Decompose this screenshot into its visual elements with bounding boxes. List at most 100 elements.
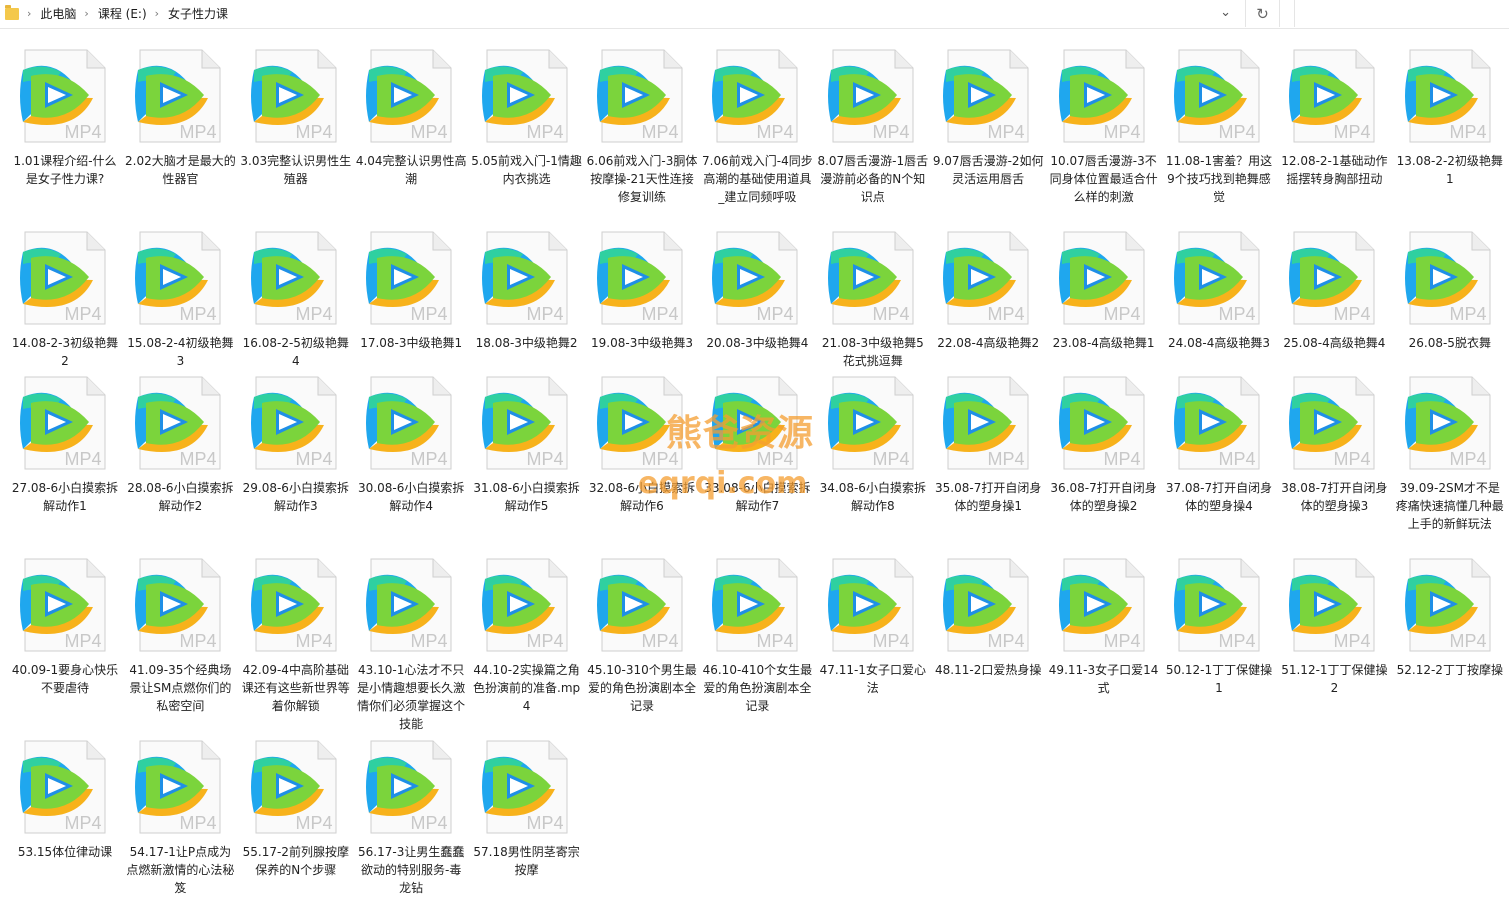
chevron-right-icon[interactable]: ›: [84, 7, 89, 20]
mp4-video-icon: MP4: [1169, 557, 1264, 653]
file-name: 42.09-4中高阶基础课还有这些新世界等着你解锁: [241, 663, 350, 713]
file-name: 1.01课程介绍-什么是女子性力课?: [13, 154, 117, 186]
svg-text:MP4: MP4: [1218, 304, 1255, 324]
mp4-video-icon: MP4: [477, 557, 572, 653]
file-name: 47.11-1女子口爱心法: [819, 663, 926, 695]
address-bar[interactable]: › 此电脑 › 课程 (E:) › 女子性力课 ⌄: [0, 0, 1246, 27]
svg-text:MP4: MP4: [1218, 631, 1255, 651]
file-name: 37.08-7打开自闭身体的塑身操4: [1165, 481, 1273, 513]
mp4-video-icon: MP4: [938, 230, 1033, 326]
mp4-video-icon: MP4: [361, 557, 456, 653]
file-name: 14.08-2-3初级艳舞2: [11, 336, 119, 368]
mp4-video-icon: MP4: [592, 48, 687, 144]
mp4-video-icon: MP4: [1400, 230, 1495, 326]
file-name: 36.08-7打开自闭身体的塑身操2: [1050, 481, 1157, 513]
mp4-video-icon: MP4: [130, 557, 225, 653]
file-name: 35.08-7打开自闭身体的塑身操1: [935, 481, 1042, 513]
mp4-video-icon: MP4: [1169, 48, 1264, 144]
file-name: 53.15体位律动课: [17, 845, 113, 859]
mp4-video-icon: MP4: [1400, 557, 1495, 653]
svg-text:MP4: MP4: [1334, 631, 1371, 651]
file-name: 23.08-4高级艳舞1: [1052, 336, 1155, 350]
mp4-video-icon: MP4: [361, 375, 456, 471]
file-name: 38.08-7打开自闭身体的塑身操3: [1281, 481, 1388, 513]
file-name: 16.08-2-5初级艳舞4: [242, 336, 349, 368]
search-input[interactable]: [1294, 0, 1509, 27]
breadcrumb-this-pc[interactable]: 此电脑: [40, 7, 77, 21]
file-name: 54.17-1让P点成为点燃新激情的心法秘笈: [126, 845, 235, 895]
svg-text:MP4: MP4: [64, 449, 101, 469]
file-name: 55.17-2前列腺按摩保养的N个步骤: [242, 845, 349, 877]
mp4-video-icon: MP4: [823, 230, 918, 326]
mp4-video-icon: MP4: [823, 375, 918, 471]
svg-text:MP4: MP4: [1449, 631, 1486, 651]
mp4-video-icon: MP4: [1054, 557, 1149, 653]
svg-text:MP4: MP4: [295, 813, 332, 833]
svg-text:MP4: MP4: [295, 449, 332, 469]
svg-text:MP4: MP4: [641, 122, 678, 142]
svg-text:MP4: MP4: [1449, 449, 1486, 469]
file-name: 56.17-3让男生蠢蠢欲动的特别服务-毒龙钻: [358, 845, 465, 895]
mp4-video-icon: MP4: [592, 230, 687, 326]
mp4-video-icon: MP4: [1054, 48, 1149, 144]
file-name: 28.08-6小白摸索拆解动作2: [127, 481, 234, 513]
file-name: 19.08-3中级艳舞3: [591, 336, 693, 350]
svg-text:MP4: MP4: [64, 122, 101, 142]
refresh-icon[interactable]: ↻: [1246, 0, 1280, 27]
file-name: 27.08-6小白摸索拆解动作1: [11, 481, 119, 513]
svg-text:MP4: MP4: [1334, 449, 1371, 469]
mp4-video-icon: MP4: [246, 557, 341, 653]
file-name: 24.08-4高级艳舞3: [1168, 336, 1270, 350]
svg-text:MP4: MP4: [1103, 304, 1140, 324]
file-name: 30.08-6小白摸索拆解动作4: [358, 481, 465, 513]
file-name: 57.18男性阴茎寄宗按摩: [473, 845, 580, 877]
svg-text:MP4: MP4: [872, 449, 909, 469]
file-name: 20.08-3中级艳舞4: [706, 336, 809, 350]
mp4-video-icon: MP4: [246, 375, 341, 471]
svg-text:MP4: MP4: [180, 813, 217, 833]
svg-text:MP4: MP4: [526, 449, 563, 469]
svg-text:MP4: MP4: [988, 122, 1025, 142]
svg-text:MP4: MP4: [988, 449, 1025, 469]
mp4-video-icon: MP4: [15, 48, 110, 144]
mp4-video-icon: MP4: [477, 375, 572, 471]
file-name: 17.08-3中级艳舞1: [360, 336, 463, 350]
file-name: 44.10-2实操篇之角色扮演前的准备.mp4: [473, 663, 581, 713]
file-name: 41.09-35个经典场景让SM点燃你们的私密空间: [129, 663, 232, 713]
file-name: 7.06前戏入门-4同步高潮的基础使用道具_建立同频呼吸: [702, 154, 813, 204]
file-name: 10.07唇舌漫游-3不同身体位置最适合什么样的刺激: [1049, 154, 1158, 204]
file-name: 51.12-1丁丁保健操2: [1281, 663, 1388, 695]
svg-text:MP4: MP4: [180, 122, 217, 142]
folder-icon: [5, 4, 19, 20]
chevron-down-icon[interactable]: ⌄: [1220, 5, 1231, 20]
svg-text:MP4: MP4: [1103, 449, 1140, 469]
file-name: 12.08-2-1基础动作摇摆转身胸部扭动: [1281, 154, 1388, 186]
svg-text:MP4: MP4: [411, 304, 448, 324]
svg-text:MP4: MP4: [1103, 631, 1140, 651]
svg-text:MP4: MP4: [757, 449, 794, 469]
svg-text:MP4: MP4: [1449, 304, 1486, 324]
svg-text:MP4: MP4: [411, 813, 448, 833]
chevron-right-icon[interactable]: ›: [27, 7, 32, 20]
svg-text:MP4: MP4: [64, 304, 101, 324]
file-name: 46.10-410个女生最爱的角色扮演剧本全记录: [702, 663, 813, 713]
file-name: 8.07唇舌漫游-1唇舌漫游前必备的N个知识点: [817, 154, 929, 204]
file-name: 3.03完整认识男性生殖器: [240, 154, 352, 186]
svg-text:MP4: MP4: [641, 449, 678, 469]
svg-text:MP4: MP4: [757, 304, 794, 324]
mp4-video-icon: MP4: [15, 739, 110, 835]
mp4-video-icon: MP4: [246, 230, 341, 326]
chevron-right-icon[interactable]: ›: [154, 7, 160, 20]
file-name: 11.08-1害羞？用这9个技巧找到艳舞感觉: [1165, 154, 1273, 204]
file-name: 50.12-1丁丁保健操1: [1165, 663, 1273, 695]
mp4-video-icon: MP4: [246, 739, 341, 835]
breadcrumb-current-folder[interactable]: 女子性力课: [168, 7, 229, 21]
mp4-video-icon: MP4: [823, 557, 918, 653]
breadcrumb-drive-e[interactable]: 课程 (E:): [97, 7, 147, 21]
svg-text:MP4: MP4: [526, 304, 563, 324]
svg-text:MP4: MP4: [757, 122, 794, 142]
mp4-video-icon: MP4: [938, 557, 1033, 653]
mp4-video-icon: MP4: [707, 48, 802, 144]
file-name: 40.09-1要身心快乐不要虐待: [11, 663, 119, 695]
svg-text:MP4: MP4: [988, 631, 1025, 651]
